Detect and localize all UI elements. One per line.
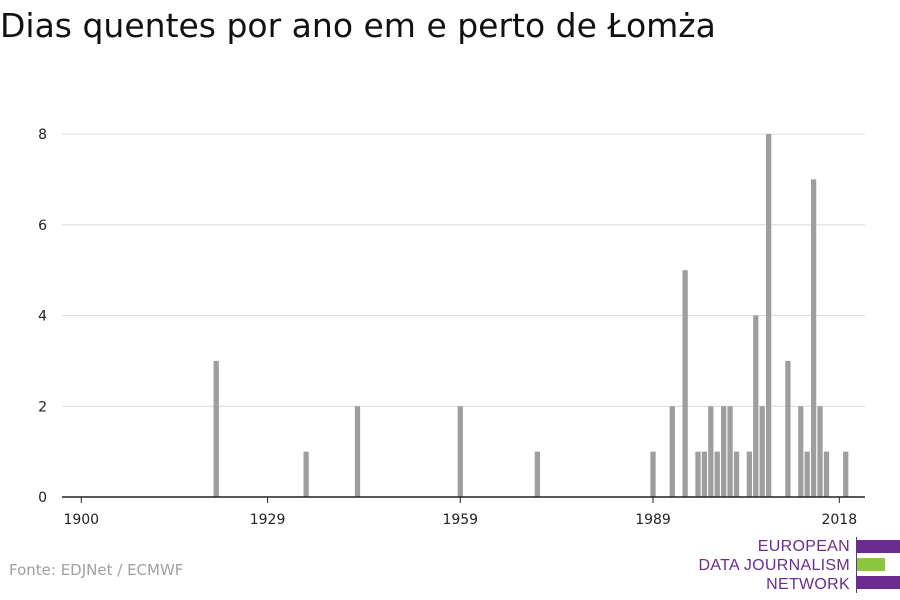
x-tick-label: 1989 xyxy=(635,512,671,528)
source-note: Fonte: EDJNet / ECMWF xyxy=(9,561,184,579)
logo-line-3: NETWORK xyxy=(766,576,850,593)
bar xyxy=(213,360,219,497)
logo-line-1: EUROPEAN xyxy=(757,538,850,555)
y-tick-label: 4 xyxy=(38,309,47,325)
logo-bar-purple-bottom xyxy=(857,576,900,589)
y-tick-label: 8 xyxy=(38,127,47,143)
x-tick-labels: 1900 1929 1959 1989 2018 xyxy=(63,512,857,528)
bar xyxy=(746,451,753,497)
bar xyxy=(785,360,791,497)
bar xyxy=(759,406,765,497)
bars xyxy=(213,134,849,497)
bar xyxy=(823,451,830,497)
x-tick-label: 1929 xyxy=(250,512,286,528)
x-tick-label: 1959 xyxy=(442,512,478,528)
y-tick-label: 6 xyxy=(38,218,47,234)
logo-line-2: DATA JOURNALISM xyxy=(698,557,850,574)
grid-lines xyxy=(62,133,865,407)
y-tick-label: 0 xyxy=(38,490,47,506)
bar xyxy=(714,451,720,497)
bar xyxy=(708,406,714,497)
bar xyxy=(669,406,675,497)
edjnet-logo: EUROPEAN DATA JOURNALISM NETWORK xyxy=(699,537,900,594)
bar xyxy=(817,406,823,497)
bar xyxy=(650,451,656,497)
bar xyxy=(727,406,733,497)
bar xyxy=(733,451,740,497)
bar xyxy=(721,406,727,497)
bar xyxy=(798,406,804,497)
bar xyxy=(534,451,541,497)
bar xyxy=(701,451,708,497)
logo-divider xyxy=(856,537,857,593)
logo-bar-purple-top xyxy=(857,540,900,553)
logo-bar-green xyxy=(857,558,885,571)
bar xyxy=(303,451,309,497)
bar xyxy=(354,406,361,497)
logo-text: EUROPEAN DATA JOURNALISM NETWORK xyxy=(699,537,850,594)
bar xyxy=(804,451,810,497)
x-tick-label: 2018 xyxy=(821,512,857,528)
y-tick-labels: 0 2 4 6 8 xyxy=(38,127,47,506)
bar xyxy=(682,270,688,497)
y-tick-label: 2 xyxy=(38,399,47,415)
axes xyxy=(62,496,865,503)
bar xyxy=(843,451,849,497)
bar xyxy=(753,315,759,497)
chart-title: Dias quentes por ano em e perto de Łomża xyxy=(0,6,716,45)
x-tick-label: 1900 xyxy=(63,512,99,528)
bar xyxy=(457,406,463,497)
bar xyxy=(766,134,772,497)
bar xyxy=(810,179,817,497)
bar xyxy=(695,451,701,497)
